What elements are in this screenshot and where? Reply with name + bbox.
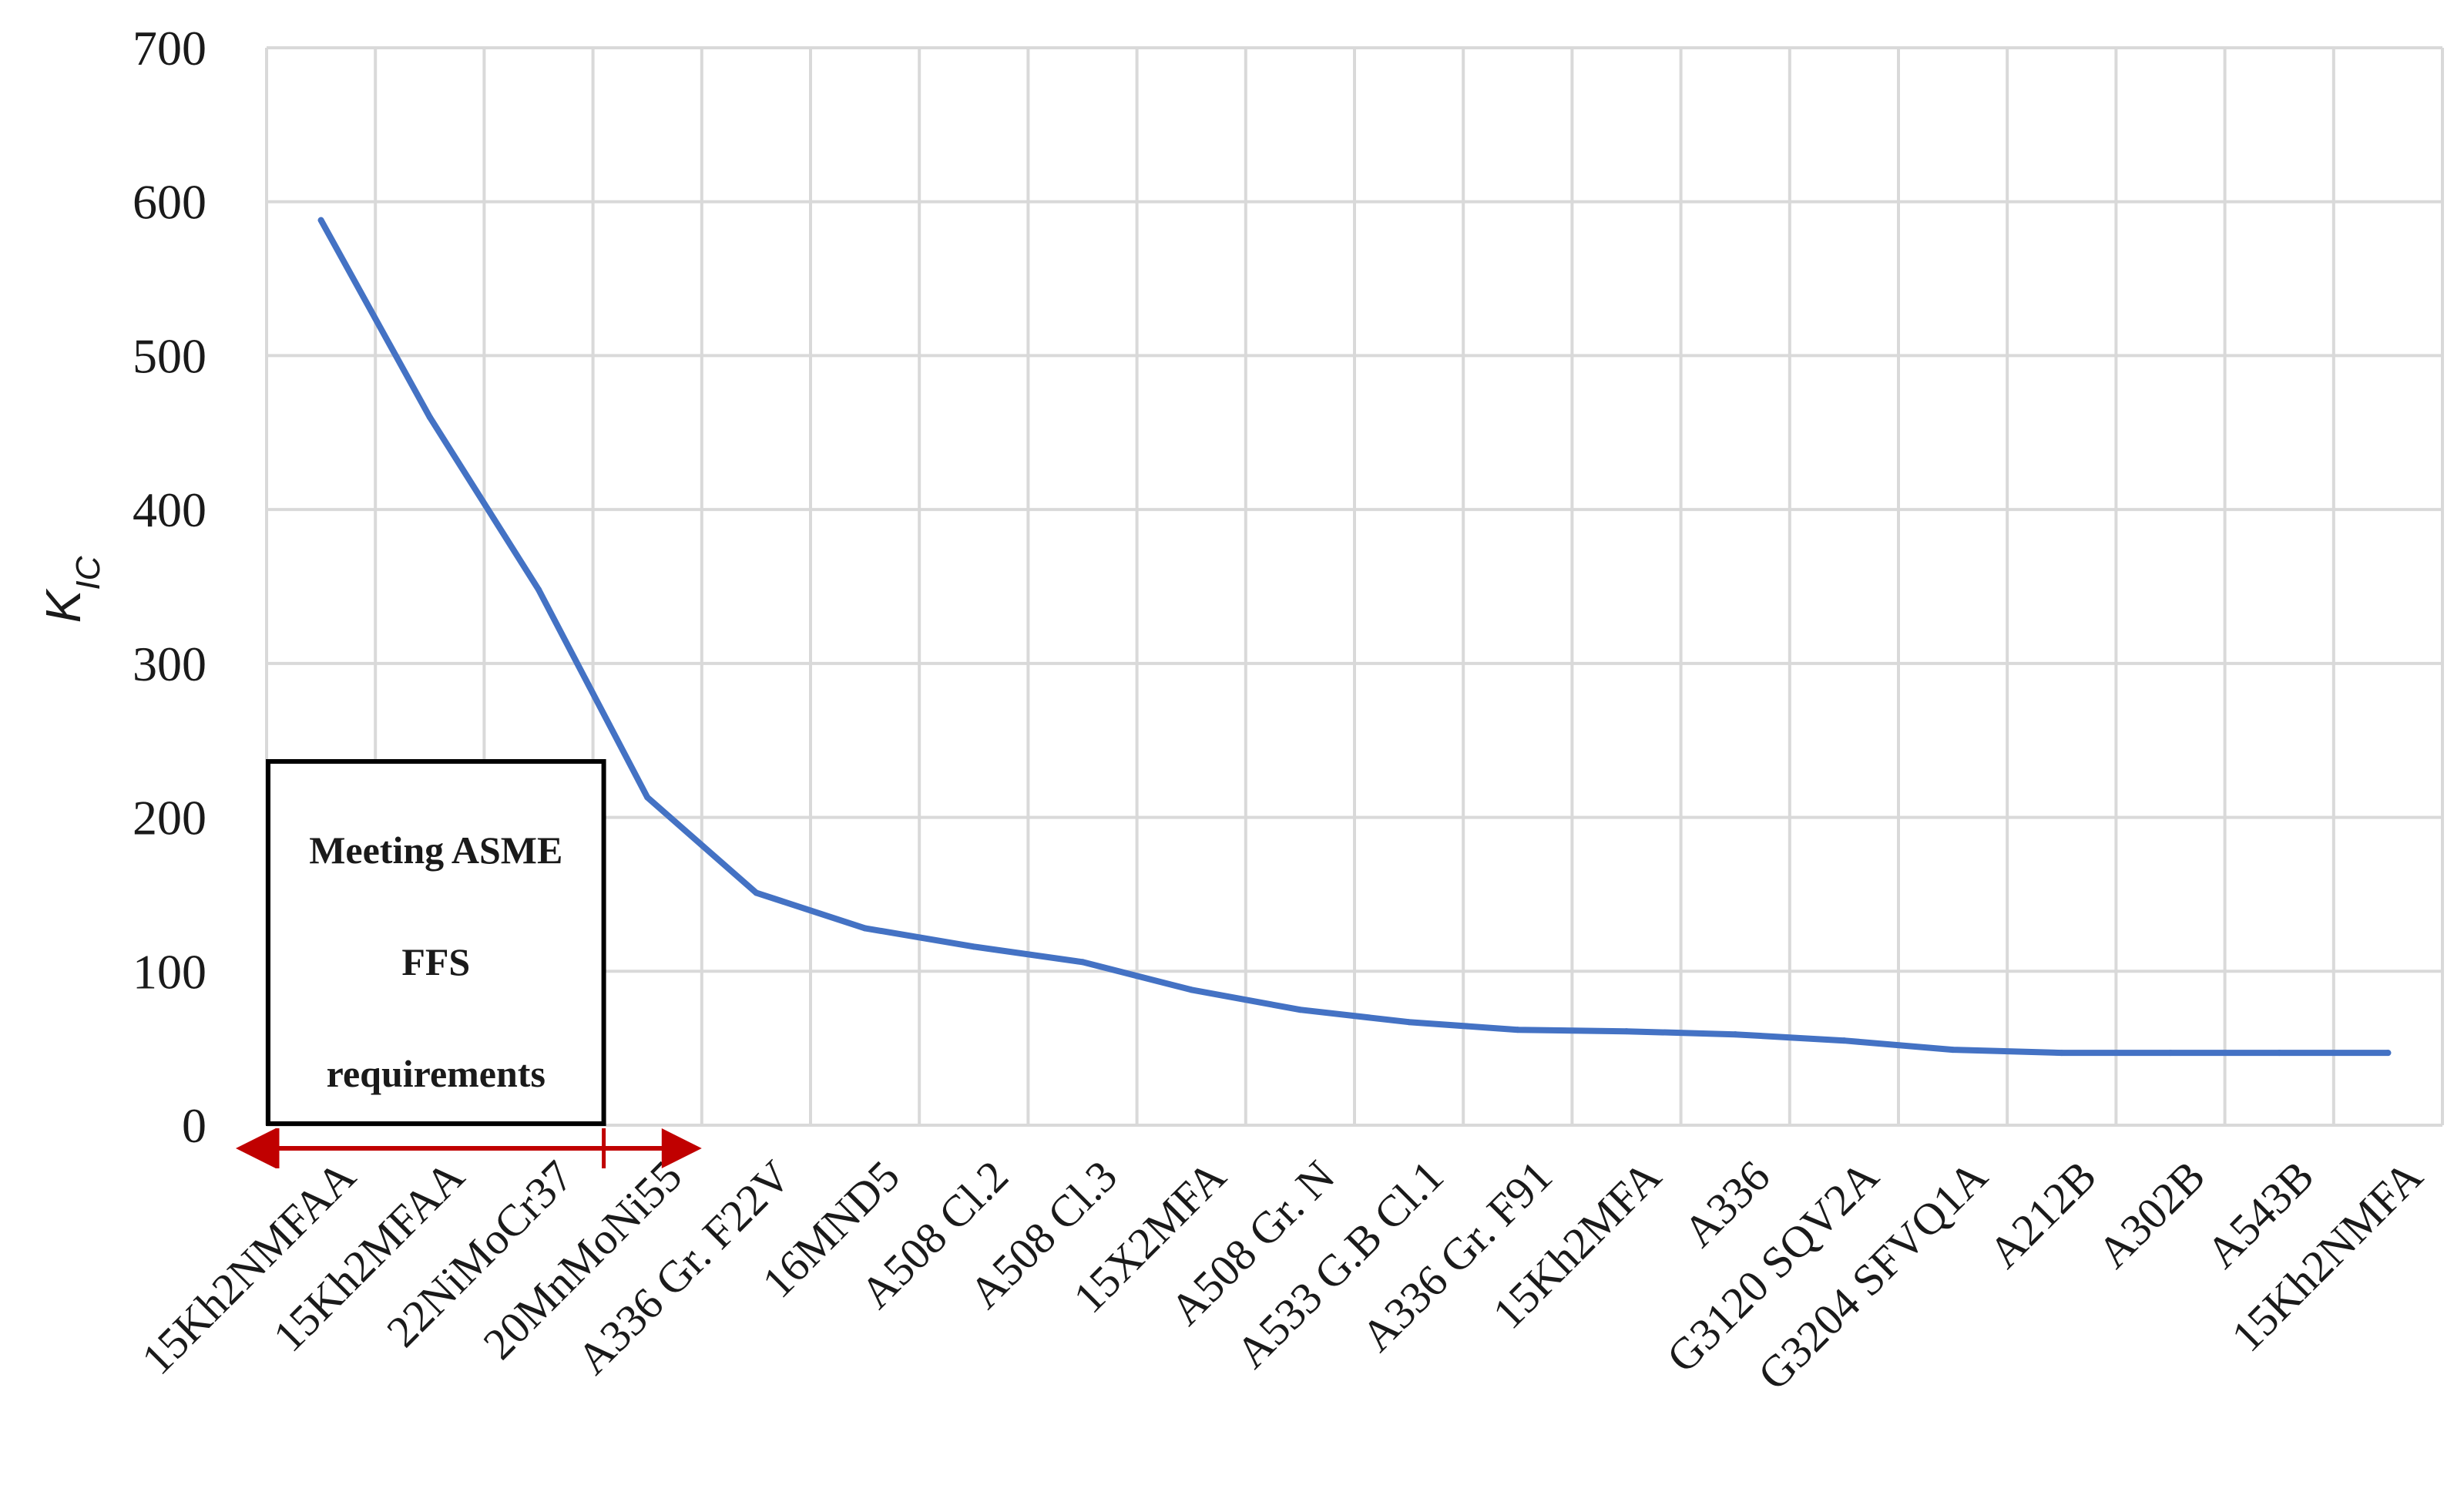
x-axis-ticks: 15Kh2NMFAA15Kh2MFAA22NiMoCr3720MnMoNi55A… bbox=[132, 1151, 2432, 1400]
annotation-line-2: FFS bbox=[401, 940, 470, 983]
y-tick-label: 700 bbox=[133, 21, 206, 76]
x-tick-label: A302B bbox=[2088, 1151, 2214, 1277]
y-tick-label: 600 bbox=[133, 175, 206, 230]
data-point bbox=[535, 586, 542, 593]
data-point bbox=[1297, 1007, 1304, 1013]
x-tick-label: A212B bbox=[1979, 1151, 2106, 1277]
data-point bbox=[1405, 1019, 1412, 1026]
data-point bbox=[753, 889, 760, 896]
data-point bbox=[1514, 1027, 1521, 1033]
data-point bbox=[1841, 1037, 1848, 1044]
data-point bbox=[2385, 1050, 2392, 1057]
data-point bbox=[1188, 986, 1195, 993]
data-point bbox=[1079, 959, 1086, 966]
y-tick-label: 300 bbox=[133, 637, 206, 691]
data-point bbox=[644, 794, 651, 801]
data-point bbox=[1623, 1028, 1630, 1035]
asme-annotation: Meeting ASME FFS requirements bbox=[236, 759, 702, 1168]
y-tick-label: 500 bbox=[133, 328, 206, 383]
data-point bbox=[861, 925, 868, 932]
y-tick-label: 0 bbox=[182, 1098, 206, 1153]
y-axis-label: KIC bbox=[35, 555, 107, 623]
grid-lines bbox=[265, 46, 2444, 1127]
data-point bbox=[317, 217, 324, 223]
data-point bbox=[2058, 1050, 2065, 1057]
annotation-arrow-head-left bbox=[236, 1128, 276, 1168]
data-point bbox=[426, 414, 433, 421]
series-layer bbox=[317, 217, 2392, 1057]
data-point bbox=[1949, 1047, 1956, 1054]
annotation-box bbox=[266, 759, 606, 1126]
y-axis-ticks: 0 100 200 300 400 500 600 700 bbox=[133, 21, 206, 1153]
y-tick-label: 100 bbox=[133, 944, 206, 999]
annotation-line-1: Meeting ASME bbox=[309, 828, 562, 872]
data-point bbox=[970, 943, 977, 950]
series-line bbox=[317, 217, 2392, 1057]
annotation-arrow-head-right bbox=[661, 1128, 702, 1168]
data-point bbox=[2167, 1050, 2174, 1057]
data-point bbox=[1732, 1031, 1739, 1038]
y-tick-label: 400 bbox=[133, 482, 206, 537]
y-tick-label: 200 bbox=[133, 791, 206, 845]
data-point bbox=[2276, 1050, 2283, 1057]
annotation-line-3: requirements bbox=[327, 1052, 546, 1095]
